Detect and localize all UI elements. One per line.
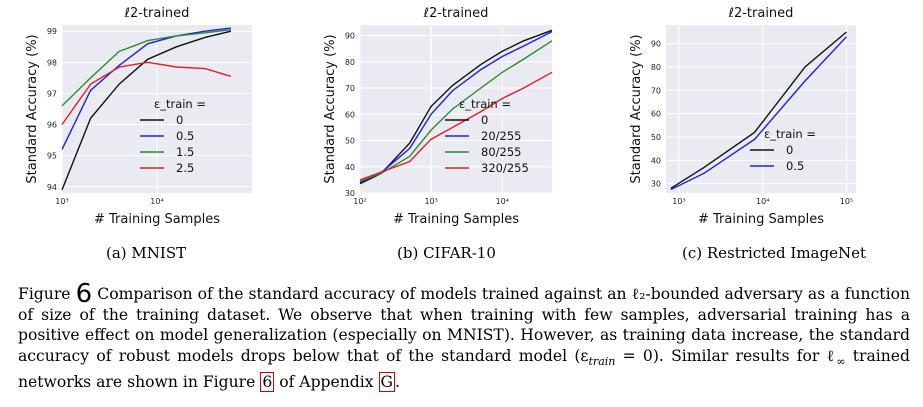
y-tick-label: 60 bbox=[651, 110, 661, 119]
chart-cifar: 30 40 50 60 70 80 90 10² 10³ 10⁴ ℓ2-trained # Train… bbox=[323, 6, 553, 227]
chart-panel-imagenet: 30 40 50 60 70 80 90 10³ 10⁴ 10⁵ ℓ2-trained # Train… bbox=[610, 0, 910, 238]
x-tick-label: 10⁴ bbox=[496, 197, 509, 206]
chart-title: ℓ2-trained bbox=[728, 6, 794, 21]
y-tick-label: 90 bbox=[651, 40, 661, 49]
chart-mnist: 94 95 96 97 98 99 10³ 10⁴ ℓ2-trained # Training S… bbox=[25, 6, 252, 227]
x-tick-label: 10⁵ bbox=[840, 197, 853, 206]
y-axis-label: Standard Accuracy (%) bbox=[25, 34, 40, 183]
y-tick-label: 70 bbox=[651, 86, 661, 95]
legend-entry: 0.5 bbox=[786, 159, 804, 173]
legend-entry: 80/255 bbox=[481, 145, 521, 159]
y-tick-label: 70 bbox=[345, 84, 355, 93]
legend-entry: 0 bbox=[481, 113, 488, 127]
y-axis-label: Standard Accuracy (%) bbox=[629, 34, 644, 183]
y-tick-label: 99 bbox=[47, 27, 57, 36]
plot-area bbox=[360, 25, 552, 193]
x-axis-label: # Training Samples bbox=[94, 212, 220, 227]
legend-entry: 320/255 bbox=[481, 161, 529, 175]
x-tick-label: 10⁴ bbox=[756, 197, 769, 206]
caption-text-end: . bbox=[395, 373, 400, 392]
x-axis-label: # Training Samples bbox=[393, 212, 519, 227]
y-tick-label: 40 bbox=[345, 163, 355, 172]
subcaption-mnist: (a) MNIST bbox=[106, 244, 187, 262]
y-tick-label: 95 bbox=[47, 152, 57, 161]
y-tick-label: 80 bbox=[345, 58, 355, 67]
legend-title: ε_train = bbox=[764, 127, 816, 141]
series-line-80-255 bbox=[359, 40, 553, 182]
caption-text-2: = 0). Similar results for ℓ bbox=[615, 346, 837, 365]
x-tick-label: 10³ bbox=[672, 197, 685, 206]
series-line-0-5 bbox=[670, 36, 848, 191]
chart-panel-mnist: 94 95 96 97 98 99 10³ 10⁴ ℓ2-trained # Training S… bbox=[0, 0, 290, 238]
y-tick-label: 98 bbox=[47, 58, 57, 67]
legend-title: ε_train = bbox=[459, 97, 511, 111]
series-line-0 bbox=[61, 30, 232, 191]
x-tick-label: 10⁴ bbox=[150, 197, 163, 206]
appendix-reference-link[interactable]: G bbox=[378, 372, 395, 393]
caption-text-3: trained networks are shown in Figure bbox=[18, 346, 910, 392]
caption-figure-number: 6 bbox=[75, 279, 93, 309]
series-line-0 bbox=[670, 31, 847, 189]
caption-eps-subscript: train bbox=[588, 354, 616, 368]
y-tick-label: 60 bbox=[345, 110, 355, 119]
series-line-0-5 bbox=[61, 27, 231, 150]
caption-inf-subscript: ∞ bbox=[836, 354, 846, 368]
x-tick-label: 10² bbox=[353, 197, 366, 206]
y-tick-label: 96 bbox=[47, 121, 57, 130]
series-line-1-5 bbox=[61, 29, 231, 107]
caption-text-4: of Appendix bbox=[274, 373, 379, 392]
legend-entry: 20/255 bbox=[481, 129, 521, 143]
y-tick-label: 94 bbox=[47, 183, 57, 192]
y-tick-label: 80 bbox=[651, 63, 661, 72]
figure-caption: Figure 6 Comparison of the standard accu… bbox=[18, 281, 910, 393]
series-line-2-5 bbox=[61, 61, 232, 126]
y-tick-label: 50 bbox=[345, 137, 355, 146]
y-tick-label: 90 bbox=[345, 32, 355, 41]
y-tick-label: 30 bbox=[651, 180, 661, 189]
y-axis-label: Standard Accuracy (%) bbox=[323, 34, 338, 183]
series-line-20-255 bbox=[359, 30, 553, 184]
x-axis-label: # Training Samples bbox=[698, 212, 824, 227]
legend-entry: 0 bbox=[176, 113, 183, 127]
legend-title: ε_train = bbox=[154, 97, 206, 111]
chart-panel-cifar: 30 40 50 60 70 80 90 10² 10³ 10⁴ ℓ2-trained # Train… bbox=[300, 0, 600, 238]
y-tick-label: 50 bbox=[651, 133, 661, 142]
caption-text-1: Comparison of the standard accuracy of m… bbox=[18, 285, 910, 365]
series-line-320-255 bbox=[359, 71, 553, 181]
legend-entry: 0 bbox=[786, 143, 793, 157]
y-tick-label: 97 bbox=[47, 89, 57, 98]
legend-entry: 0.5 bbox=[176, 129, 194, 143]
chart-imagenet: 30 40 50 60 70 80 90 10³ 10⁴ 10⁵ ℓ2-trained # Train… bbox=[629, 6, 856, 227]
subcaption-imagenet: (c) Restricted ImageNet bbox=[682, 244, 867, 262]
caption-label: Figure bbox=[18, 285, 71, 303]
x-tick-label: 10³ bbox=[55, 197, 68, 206]
chart-title: ℓ2-trained bbox=[124, 6, 190, 21]
figure-reference-link[interactable]: 6 bbox=[260, 372, 275, 393]
chart-title: ℓ2-trained bbox=[423, 6, 489, 21]
legend-entry: 1.5 bbox=[176, 145, 194, 159]
legend-entry: 2.5 bbox=[176, 161, 194, 175]
y-tick-label: 40 bbox=[651, 156, 661, 165]
series-line-0 bbox=[359, 29, 553, 185]
y-tick-label: 30 bbox=[345, 189, 355, 198]
plot-area bbox=[666, 25, 856, 193]
x-tick-label: 10³ bbox=[424, 197, 437, 206]
subcaption-cifar: (b) CIFAR-10 bbox=[397, 244, 496, 262]
